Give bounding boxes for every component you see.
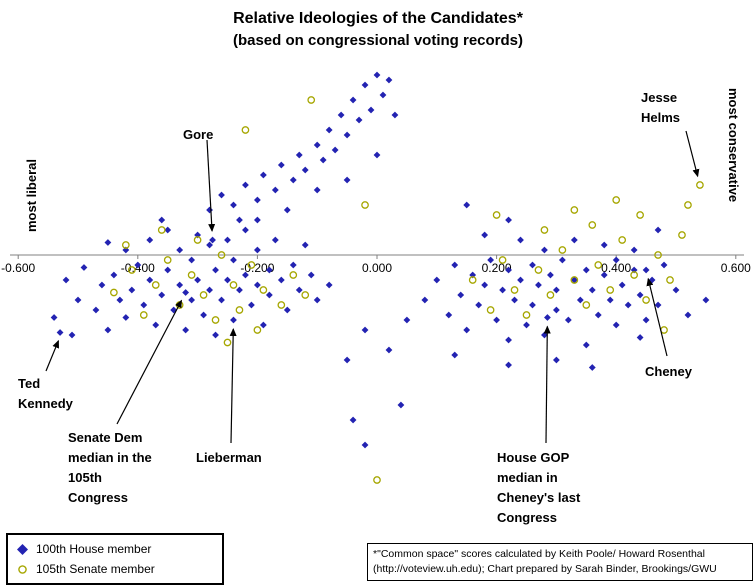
svg-text:-0.200: -0.200 [240, 261, 274, 275]
legend-row-house: 100th House member [16, 539, 214, 559]
annotation-cheney: Cheney [645, 364, 692, 379]
annotation-ted-kennedy: Ted Kennedy [18, 376, 73, 412]
footnote: *"Common space" scores calculated by Kei… [367, 543, 753, 582]
legend: 100th House member 105th Senate member [6, 533, 224, 585]
legend-label-house: 100th House member [36, 542, 152, 556]
chart-subtitle: (based on congressional voting records) [232, 32, 524, 49]
svg-text:0.400: 0.400 [601, 261, 631, 275]
footnote-line2: (http://voteview.uh.edu); Chart prepared… [373, 563, 717, 576]
annotation-senate-dem-median: Senate Dem median in the 105th Congress [68, 430, 152, 506]
svg-text:0.200: 0.200 [482, 261, 512, 275]
annotation-house-gop-median: House GOP median in Cheney's last Congre… [497, 450, 581, 526]
legend-row-senate: 105th Senate member [16, 559, 214, 579]
svg-text:-0.600: -0.600 [1, 261, 35, 275]
house-diamond-icon [17, 543, 28, 555]
legend-label-senate: 105th Senate member [36, 562, 155, 576]
footnote-line1: *"Common space" scores calculated by Kei… [373, 548, 705, 560]
annotation-gore: Gore [183, 127, 214, 142]
annotation-jesse-helms: Jesse Helms [641, 90, 681, 126]
svg-text:0.600: 0.600 [721, 261, 751, 275]
annotation-lieberman: Lieberman [196, 450, 262, 465]
senate-circle-icon [18, 564, 27, 574]
svg-text:0.000: 0.000 [362, 261, 392, 275]
chart-title: Relative Ideologies of the Candidates* [233, 10, 523, 27]
